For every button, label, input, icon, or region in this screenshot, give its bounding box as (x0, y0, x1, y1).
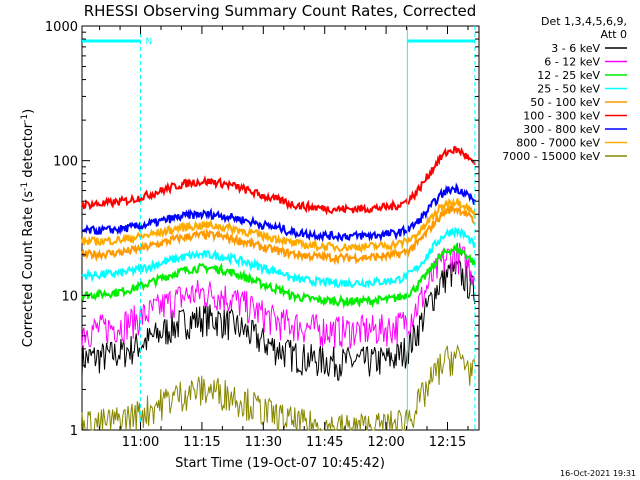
series-7 (81, 197, 476, 254)
series-line (81, 226, 476, 289)
series-3 (81, 226, 476, 289)
series-5 (81, 145, 476, 216)
x-tick-label: 11:00 (122, 435, 159, 450)
series-line (81, 197, 476, 254)
series-line (81, 145, 476, 216)
legend-label: 300 - 800 keV (523, 123, 600, 136)
y-tick-label: 1000 (45, 20, 78, 35)
x-axis-label: Start Time (19-Oct-07 10:45:42) (175, 456, 385, 471)
plot-frame (81, 25, 480, 431)
x-tick-label: 12:15 (429, 435, 466, 450)
y-tick-label: 10 (61, 289, 78, 304)
series-1 (81, 242, 476, 349)
series-6 (81, 182, 476, 243)
series-line (81, 202, 476, 266)
series-0 (81, 259, 476, 381)
legend-label: 12 - 25 keV (537, 69, 600, 82)
x-axis-ticks: 11:00 11:15 11:30 11:45 12:00 12:15 (99, 26, 469, 450)
legend-label: 800 - 7000 keV (516, 137, 600, 150)
legend-header-2: Att 0 (601, 28, 627, 41)
series-line (81, 343, 476, 432)
legend-header-1: Det 1,3,4,5,6,9, (541, 15, 627, 28)
legend-label: 3 - 6 keV (551, 42, 600, 55)
series-layer (81, 145, 476, 432)
legend-label: 7000 - 15000 keV (502, 150, 600, 163)
series-line (81, 242, 476, 310)
legend-label: 6 - 12 keV (544, 56, 600, 69)
series-line (81, 242, 476, 349)
series-line (81, 182, 476, 243)
y-tick-label: 100 (53, 155, 78, 170)
plot-border (81, 25, 480, 431)
legend-label: 50 - 100 keV (530, 96, 600, 109)
series-4 (81, 202, 476, 266)
x-tick-label: 11:30 (245, 435, 282, 450)
series-line (81, 259, 476, 381)
y-axis-label: Corrected Count Rate (s-1 detector-1) (20, 109, 36, 347)
flag-layer: N (82, 26, 476, 430)
chart-title: RHESSI Observing Summary Count Rates, Co… (84, 2, 477, 20)
x-tick-label: 11:15 (183, 435, 220, 450)
legend-label: 25 - 50 keV (537, 83, 600, 96)
legend-label: 100 - 300 keV (523, 110, 600, 123)
y-axis-ticks: 1 10 100 1000 (45, 20, 479, 439)
y-tick-label: 1 (70, 424, 78, 439)
timestamp: 16-Oct-2021 19:31 (560, 469, 636, 478)
x-tick-label: 12:00 (367, 435, 404, 450)
series-2 (81, 242, 476, 310)
series-8 (81, 343, 476, 432)
night-flag-label: N (146, 37, 153, 47)
x-tick-label: 11:45 (306, 435, 343, 450)
